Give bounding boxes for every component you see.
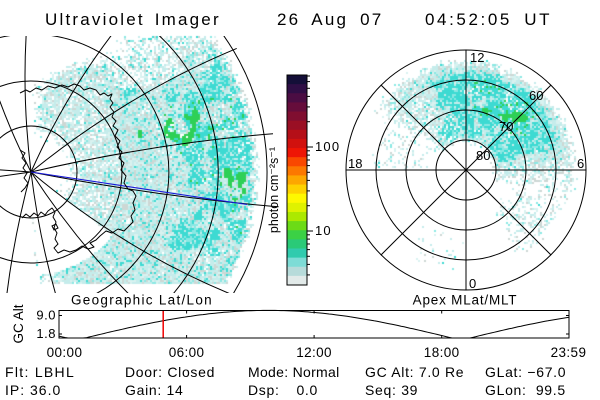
svg-text:00:00: 00:00 [47, 345, 83, 360]
svg-text:100: 100 [315, 139, 340, 154]
svg-text:photon cm⁻²s⁻¹: photon cm⁻²s⁻¹ [267, 147, 281, 233]
svg-text:10: 10 [315, 223, 332, 238]
svg-text:GC Alt: GC Alt [11, 304, 26, 343]
svg-text:Seq: 39: Seq: 39 [365, 382, 418, 398]
svg-text:IP: 36.0: IP: 36.0 [5, 382, 61, 398]
svg-text:12: 12 [470, 50, 484, 65]
svg-text:04:52:05 UT: 04:52:05 UT [425, 10, 552, 29]
svg-text:0.0: 0.0 [296, 382, 318, 398]
svg-text:70: 70 [499, 119, 513, 134]
svg-text:GLat: −67.0: GLat: −67.0 [485, 364, 566, 380]
svg-text:GC Alt: 7.0 Re: GC Alt: 7.0 Re [365, 364, 464, 380]
svg-text:18:00: 18:00 [424, 345, 460, 360]
svg-text:Door: Closed: Door: Closed [125, 364, 215, 380]
svg-text:18: 18 [348, 156, 362, 171]
svg-text:Flt: LBHL: Flt: LBHL [5, 364, 75, 380]
svg-text:23:59: 23:59 [551, 345, 587, 360]
svg-text:Gain: 14: Gain: 14 [125, 382, 184, 398]
svg-text:60: 60 [529, 88, 543, 103]
svg-text:06:00: 06:00 [169, 345, 205, 360]
svg-text:Apex MLat/MLT: Apex MLat/MLT [413, 293, 518, 308]
svg-text:Geographic Lat/Lon: Geographic Lat/Lon [71, 293, 213, 308]
svg-text:0: 0 [469, 276, 476, 291]
svg-text:6: 6 [577, 156, 584, 171]
svg-text:Mode: Normal: Mode: Normal [248, 364, 340, 380]
svg-text:9.0: 9.0 [36, 308, 56, 323]
svg-text:GLon: 99.5: GLon: 99.5 [485, 382, 566, 398]
svg-text:1.8: 1.8 [36, 326, 56, 341]
svg-text:Ultraviolet Imager: Ultraviolet Imager [45, 10, 221, 29]
svg-text:26 Aug 07: 26 Aug 07 [277, 10, 383, 29]
svg-text:80: 80 [476, 148, 490, 163]
svg-text:12:00: 12:00 [296, 345, 332, 360]
svg-text:Dsp:: Dsp: [248, 382, 280, 398]
